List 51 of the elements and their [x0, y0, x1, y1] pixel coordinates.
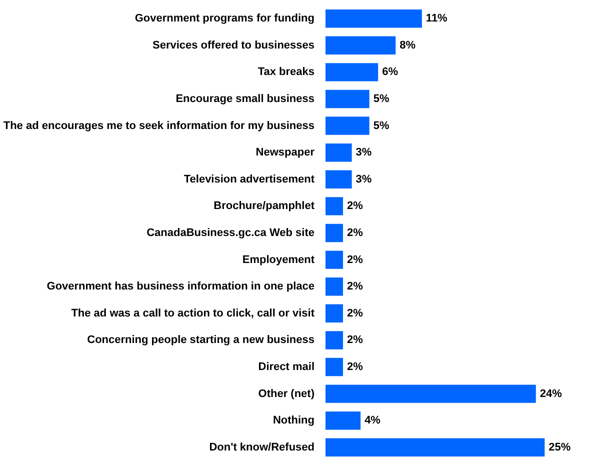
y-tick-label: Concerning people starting a new business: [87, 334, 314, 346]
data-label: 6%: [382, 66, 398, 78]
bar: [326, 36, 396, 54]
bar: [326, 224, 344, 242]
bar: [326, 143, 352, 162]
data-label: 5%: [373, 92, 390, 105]
bar: [326, 9, 422, 28]
y-tick-label: Encourage small business: [176, 92, 315, 105]
bar: [326, 197, 344, 216]
y-tick-label: Services offered to businesses: [152, 39, 314, 52]
data-label: 2%: [347, 307, 364, 320]
data-label: 2%: [347, 280, 364, 293]
data-label: 4%: [364, 414, 381, 427]
bar: [326, 170, 352, 189]
bar: [326, 412, 361, 430]
bar: [326, 331, 344, 350]
data-label: 11%: [426, 12, 448, 25]
y-tick-label: Direct mail: [258, 361, 315, 374]
bar: [326, 358, 344, 376]
y-tick-label: Don't know/Refused: [209, 441, 315, 454]
y-tick-label: Government programs for funding: [134, 12, 315, 25]
data-label: 5%: [373, 120, 390, 132]
data-label: 2%: [347, 361, 364, 374]
data-label: 2%: [347, 200, 364, 212]
data-label: 25%: [548, 441, 571, 454]
y-tick-label: Employement: [242, 254, 315, 266]
y-tick-label: Tax breaks: [258, 66, 315, 78]
y-tick-label: The ad encourages me to seek information for my business: [3, 120, 315, 132]
bar: [326, 90, 370, 108]
bar: [326, 438, 545, 457]
bar: [326, 250, 344, 269]
data-label: 3%: [356, 146, 372, 159]
data-label: 2%: [347, 254, 364, 266]
y-tick-label: Nothing: [272, 414, 315, 427]
y-tick-label: Television advertisement: [184, 173, 315, 186]
bar: [326, 116, 370, 135]
bar: [326, 63, 378, 82]
y-tick-label: Brochure/pamphlet: [214, 200, 315, 212]
data-label: 24%: [540, 388, 562, 400]
bar: [326, 384, 536, 403]
data-label: 2%: [347, 227, 364, 239]
y-tick-label: Other (net): [258, 388, 315, 400]
data-label: 8%: [400, 39, 416, 52]
data-label: 3%: [356, 173, 372, 186]
bar: [326, 277, 344, 296]
y-tick-label: CanadaBusiness.gc.ca Web site: [146, 227, 315, 239]
data-label: 2%: [347, 334, 364, 346]
y-tick-label: The ad was a call to action to click, call or visit: [71, 307, 315, 320]
y-tick-label: Government has business information in one place: [46, 280, 315, 293]
bar: [326, 304, 344, 323]
y-tick-label: Newspaper: [256, 146, 316, 159]
